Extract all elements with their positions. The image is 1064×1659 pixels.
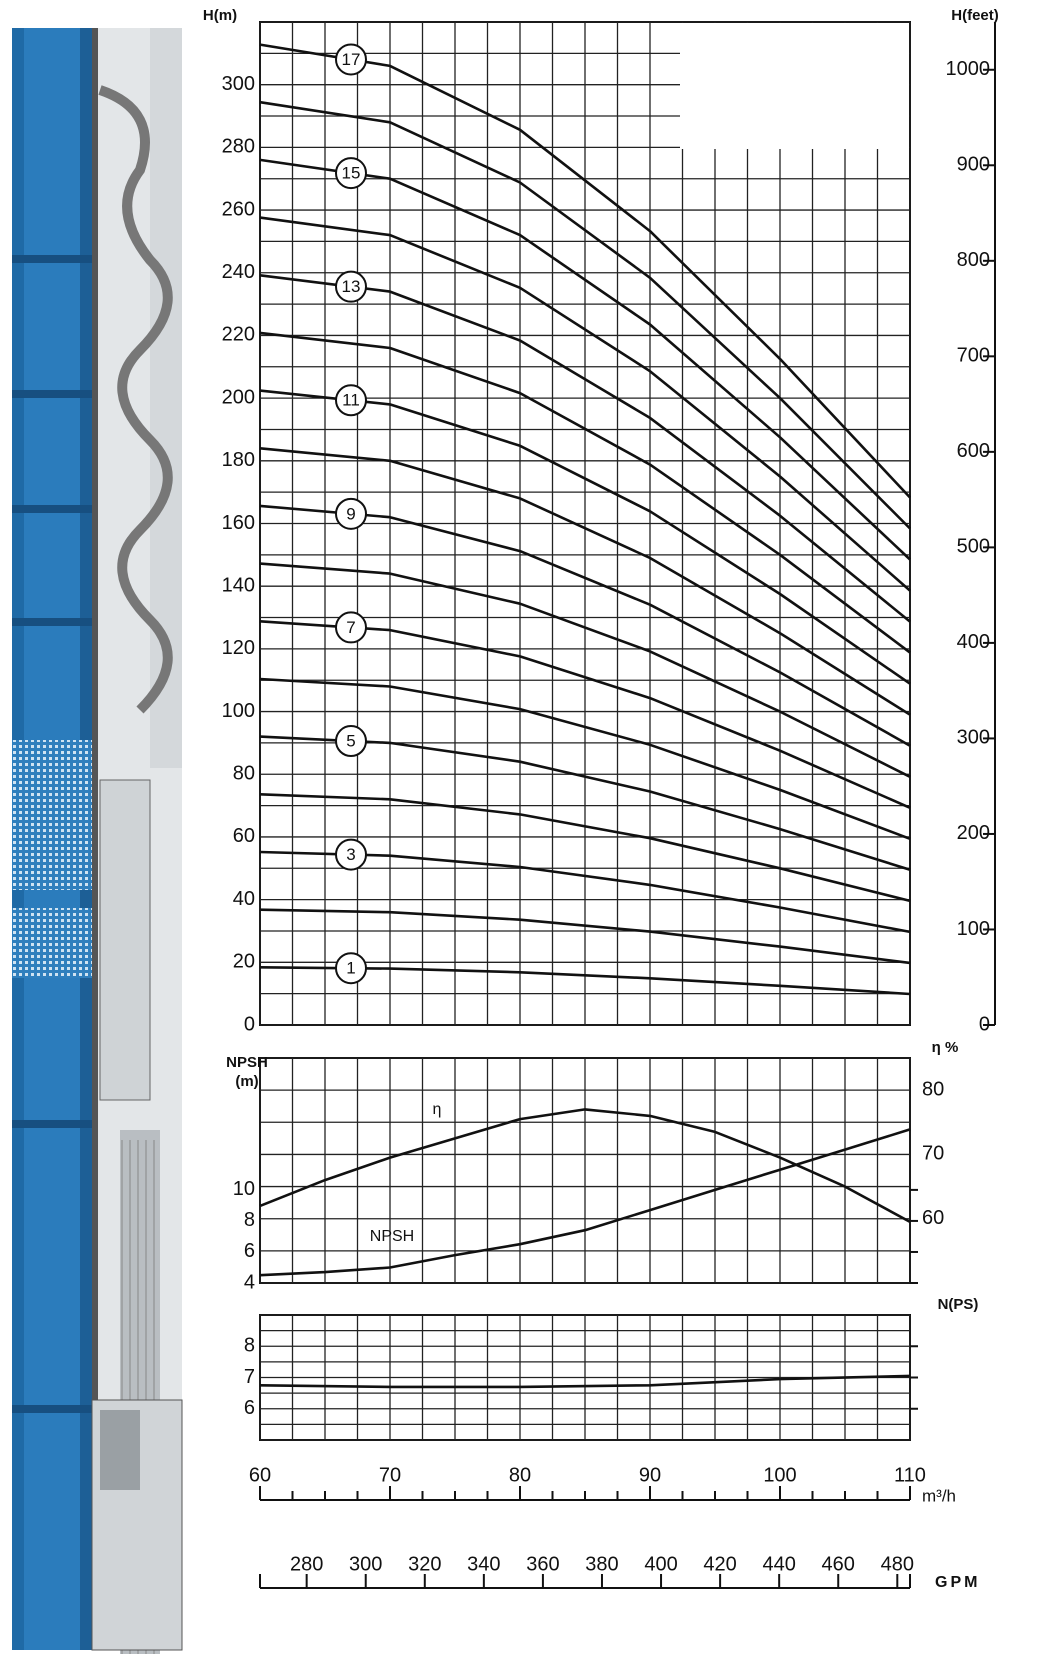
y-tick-label: 4 (244, 1271, 255, 1293)
curve-label: η (433, 1101, 442, 1118)
x2-axis-title: GPM (935, 1574, 980, 1591)
x2-tick-label: 320 (408, 1553, 441, 1575)
y-tick-label: 200 (222, 386, 255, 408)
y2-tick-label: 200 (957, 822, 990, 844)
y-tick-label: 260 (222, 198, 255, 220)
y-tick-label: 8 (244, 1335, 255, 1357)
y2-tick-label: 600 (957, 440, 990, 462)
x-tick-label: 110 (894, 1464, 926, 1486)
curve-label: 1 (346, 959, 355, 978)
y2-tick-label: 1000 (946, 58, 991, 80)
y-tick-label: 8 (244, 1209, 255, 1231)
labels: 0204060801001201401601802002202402602803… (203, 7, 999, 1591)
y-tick-label: 6 (244, 1397, 255, 1419)
y2-tick-label: 400 (957, 631, 990, 653)
y-tick-label: 220 (222, 324, 255, 346)
curve-label: 17 (342, 50, 361, 69)
x2-tick-label: 440 (762, 1553, 795, 1575)
y-tick-label: 240 (222, 261, 255, 283)
y-tick-label: 100 (222, 700, 255, 722)
x2-tick-label: 380 (585, 1553, 618, 1575)
chart: 0204060801001201401601802002202402602803… (0, 0, 1064, 1654)
y2-tick-label: 70 (922, 1143, 944, 1165)
y2-tick-label: 60 (922, 1207, 944, 1229)
x-tick-label: 100 (763, 1464, 796, 1486)
curve-label: 9 (346, 504, 355, 523)
x2-tick-label: 400 (644, 1553, 677, 1575)
y-tick-label: 160 (222, 512, 255, 534)
pump-illustration (12, 28, 182, 1654)
x2-tick-label: 460 (822, 1553, 855, 1575)
x2-tick-label: 360 (526, 1553, 559, 1575)
x-tick-label: 70 (379, 1464, 401, 1486)
blank-region (680, 23, 909, 149)
x2-tick-label: 420 (703, 1553, 736, 1575)
x-tick-label: 90 (639, 1464, 661, 1486)
y-axis-title: H(m) (203, 7, 237, 24)
x-tick-label: 80 (509, 1464, 531, 1486)
y-tick-label: 7 (244, 1366, 255, 1388)
y-tick-label: 280 (222, 136, 255, 158)
y-tick-label: 20 (233, 951, 255, 973)
y-tick-label: 140 (222, 574, 255, 596)
x2-tick-label: 280 (290, 1553, 323, 1575)
curve-label: 3 (346, 845, 355, 864)
y-tick-label: 10 (233, 1178, 255, 1200)
y2-tick-label: 900 (957, 154, 990, 176)
y-axis-title: (m) (235, 1073, 258, 1090)
y2-tick-label: 80 (922, 1078, 944, 1100)
x-tick-label: 60 (249, 1464, 271, 1486)
curve-label: 11 (342, 391, 360, 410)
y2-axis-title: H(feet) (951, 7, 999, 24)
curve-label: 13 (342, 277, 361, 296)
x2-tick-label: 300 (349, 1553, 382, 1575)
y2-tick-label: 700 (957, 345, 990, 367)
y-tick-label: 6 (244, 1240, 255, 1262)
y-tick-label: 0 (244, 1013, 255, 1035)
y2-tick-label: 0 (979, 1013, 990, 1035)
y2-tick-label: 800 (957, 249, 990, 271)
curve-label: NPSH (370, 1228, 414, 1245)
y-tick-label: 120 (222, 637, 255, 659)
curve-label: 5 (346, 732, 355, 751)
y-axis-title: NPSH (226, 1054, 268, 1071)
y-tick-label: 80 (233, 763, 255, 785)
y2-tick-label: 500 (957, 536, 990, 558)
curve-label: 7 (346, 618, 355, 637)
y-tick-label: 300 (222, 73, 255, 95)
y-tick-label: 60 (233, 825, 255, 847)
y-tick-label: 40 (233, 888, 255, 910)
x2-tick-label: 480 (881, 1553, 914, 1575)
y2-axis-title: η % (932, 1039, 959, 1056)
y2-tick-label: 100 (957, 918, 990, 940)
y2-tick-label: 300 (957, 727, 990, 749)
x-axis-title: m³/h (922, 1486, 956, 1505)
y-axis-title: N(PS) (938, 1296, 979, 1313)
x2-tick-label: 340 (467, 1553, 500, 1575)
y-tick-label: 180 (222, 449, 255, 471)
curve-label: 15 (342, 164, 361, 183)
